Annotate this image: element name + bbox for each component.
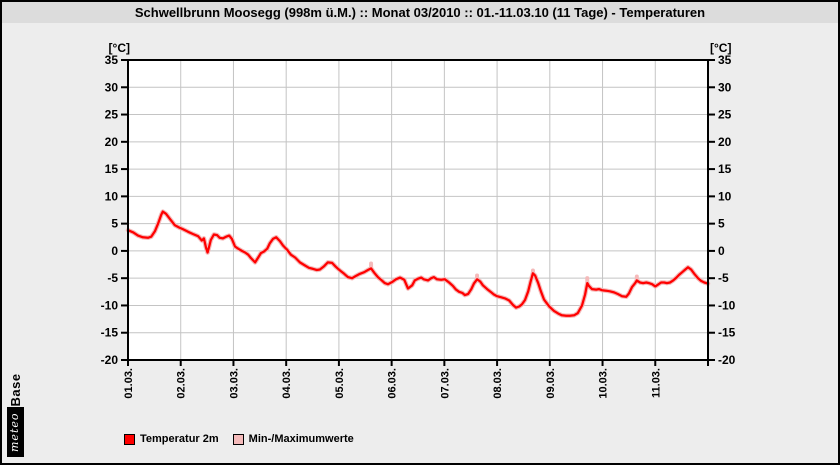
y-tick-label-left: -20 [101, 353, 119, 367]
x-tick-label: 02.03. [176, 368, 188, 399]
y-tick-label-right: 25 [718, 108, 732, 122]
y-tick-label-left: 30 [105, 80, 119, 94]
x-tick-label: 01.03. [123, 368, 135, 399]
y-tick-label-left: 10 [105, 189, 119, 203]
y-tick-label-right: -10 [718, 298, 736, 312]
chart-legend: Temperatur 2m Min-/Maximumwerte [124, 433, 354, 445]
x-tick-label: 09.03. [545, 368, 557, 399]
plot-area [128, 60, 708, 360]
temperature-swatch-icon [124, 433, 135, 445]
plot-frame [127, 59, 709, 361]
x-tick-label: 10.03. [598, 368, 610, 399]
x-tick-label: 05.03. [334, 368, 346, 399]
y-tick-label-right: 5 [718, 217, 725, 231]
y-tick-label-right: 30 [718, 80, 732, 94]
y-tick-label-left: 5 [111, 217, 118, 231]
y-tick-label-left: 25 [105, 108, 119, 122]
legend-label-minmax: Min-/Maximumwerte [248, 433, 354, 445]
temperature-line [126, 210, 710, 317]
x-tick-label: 11.03. [650, 368, 662, 398]
y-tick-label-right: -20 [718, 353, 736, 367]
y-tick-label-right: 15 [718, 162, 732, 176]
y-tick-label-right: 0 [718, 244, 725, 258]
y-tick-label-right: 20 [718, 135, 732, 149]
legend-label-temperature: Temperatur 2m [140, 433, 219, 445]
y-tick-label-left: -15 [101, 326, 119, 340]
x-tick-label: 07.03. [439, 368, 451, 399]
y-axis-unit-left: [°C] [109, 41, 130, 55]
y-tick-label-right: 35 [718, 53, 732, 67]
meteobase-logo: meteo Base [6, 373, 24, 457]
x-tick-label: 06.03. [387, 368, 399, 399]
y-tick-label-left: 35 [105, 53, 119, 67]
logo-meteo-text: meteo [6, 407, 24, 457]
legend-item-minmax: Min-/Maximumwerte [232, 433, 354, 445]
x-tick-label: 08.03. [492, 368, 504, 399]
y-tick-label-left: -5 [107, 271, 118, 285]
y-tick-label-left: 20 [105, 135, 119, 149]
x-tick-label: 03.03. [228, 368, 240, 399]
y-tick-label-left: 0 [111, 244, 118, 258]
legend-item-temperature: Temperatur 2m [124, 433, 219, 445]
x-tick-label: 04.03. [281, 368, 293, 399]
y-tick-label-right: -15 [718, 326, 736, 340]
logo-base-text: Base [7, 373, 23, 407]
y-axis-unit-right: [°C] [710, 41, 731, 55]
y-tick-label-right: 10 [718, 189, 732, 203]
y-tick-label-left: 15 [105, 162, 119, 176]
page-title: Schwellbrunn Moosegg (998m ü.M.) :: Mona… [134, 5, 706, 20]
minmax-swatch-icon [232, 433, 244, 445]
title-bar: Schwellbrunn Moosegg (998m ü.M.) :: Mona… [2, 2, 838, 23]
y-tick-label-right: -5 [718, 271, 729, 285]
y-tick-label-left: -10 [101, 298, 119, 312]
